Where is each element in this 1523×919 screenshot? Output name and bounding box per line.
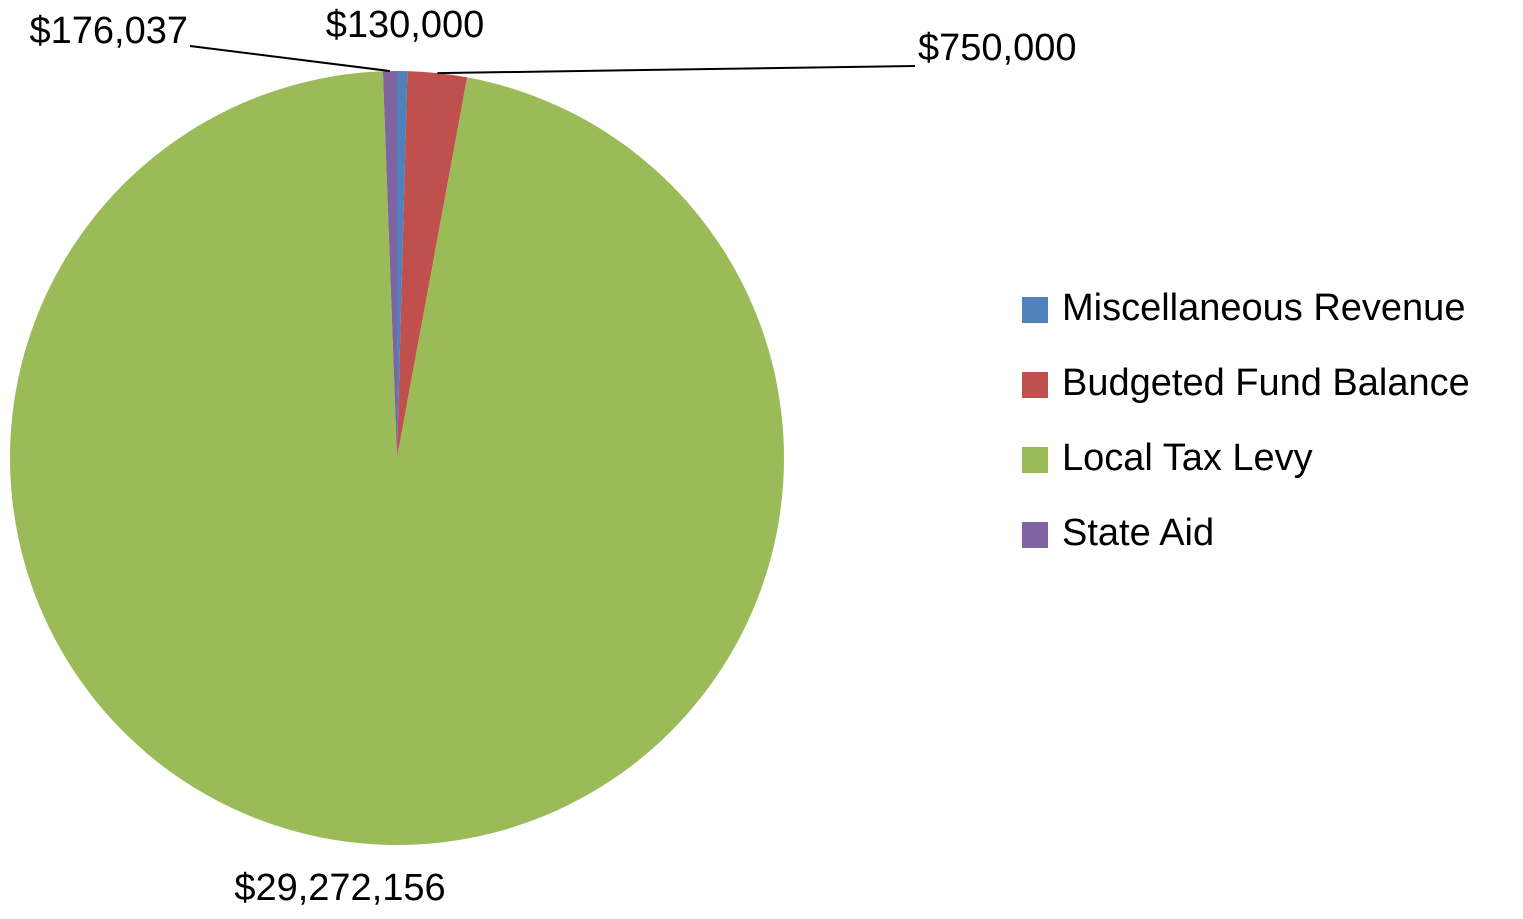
pie-slice	[10, 71, 784, 846]
pie-slice	[397, 71, 408, 458]
legend-swatch	[1022, 447, 1048, 473]
leader-line	[189, 45, 391, 73]
pie-slice	[397, 71, 468, 458]
legend-swatch	[1022, 372, 1048, 398]
legend-label: Miscellaneous Revenue	[1062, 287, 1465, 329]
leader-line	[437, 65, 916, 75]
data-label: $29,272,156	[234, 867, 445, 909]
data-label: $130,000	[326, 4, 485, 46]
pie-slice	[382, 71, 397, 458]
legend-swatch	[1022, 297, 1048, 323]
legend-label: Local Tax Levy	[1062, 437, 1313, 479]
legend-swatch	[1022, 522, 1048, 548]
legend-label: Budgeted Fund Balance	[1062, 362, 1470, 404]
data-label: $176,037	[30, 10, 189, 52]
data-label: $750,000	[918, 27, 1077, 69]
legend-label: State Aid	[1062, 512, 1214, 554]
